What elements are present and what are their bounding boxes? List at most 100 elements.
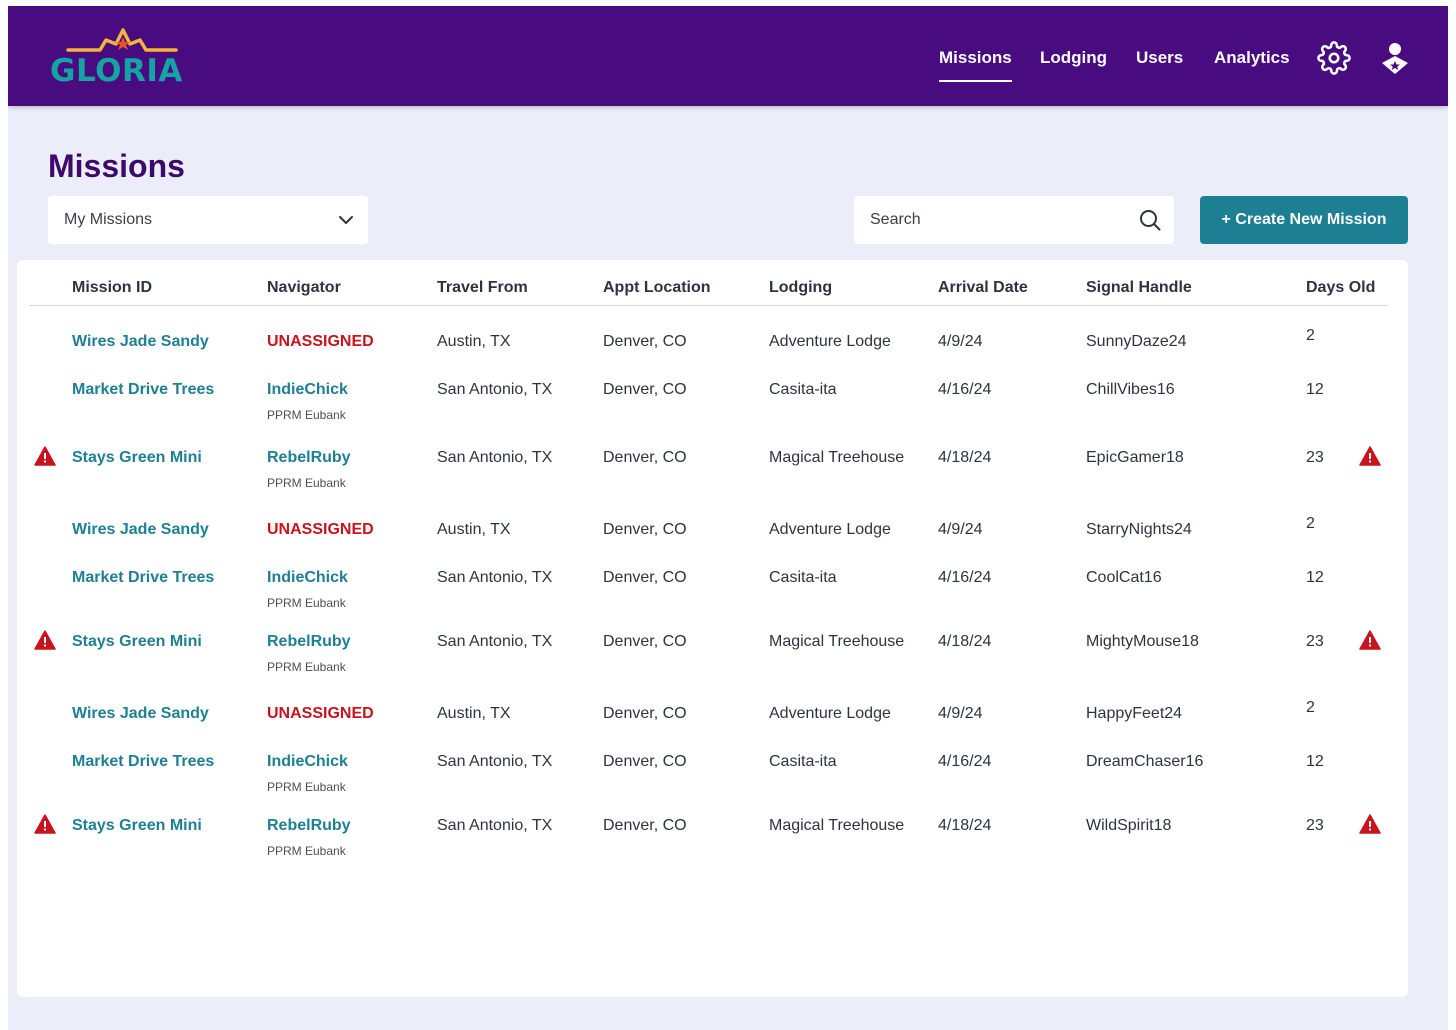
create-new-mission-button[interactable]: + Create New Mission xyxy=(1200,196,1408,244)
missions-table: Mission ID Navigator Travel From Appt Lo… xyxy=(17,260,1408,997)
signal-handle-cell: StarryNights24 xyxy=(1086,521,1192,538)
page-title: Missions xyxy=(48,148,185,184)
nav-users[interactable]: Users xyxy=(1136,48,1184,67)
gear-icon xyxy=(1317,41,1351,75)
crown-icon xyxy=(66,28,178,52)
column-header-lodging[interactable]: Lodging xyxy=(769,279,833,296)
signal-handle-cell: ChillVibes16 xyxy=(1086,381,1175,398)
signal-handle-cell: HappyFeet24 xyxy=(1086,705,1183,722)
mission-id-link[interactable]: Stays Green Mini xyxy=(72,817,202,834)
lodging-cell: Adventure Lodge xyxy=(769,521,891,538)
days-old-cell: 12 xyxy=(1306,569,1324,586)
mission-id-link[interactable]: Market Drive Trees xyxy=(72,753,215,770)
arrival-date-cell: 4/18/24 xyxy=(938,633,992,650)
arrival-date-cell: 4/16/24 xyxy=(938,569,992,586)
mission-id-link[interactable]: Market Drive Trees xyxy=(72,569,215,586)
lodging-cell: Adventure Lodge xyxy=(769,705,891,722)
travel-from-cell: Austin, TX xyxy=(437,705,511,722)
column-header-mission-id[interactable]: Mission ID xyxy=(72,279,153,296)
appt-location-cell: Denver, CO xyxy=(603,381,687,398)
mission-id-link[interactable]: Market Drive Trees xyxy=(72,381,215,398)
arrival-date-cell: 4/16/24 xyxy=(938,753,992,770)
warning-icon xyxy=(1359,814,1381,834)
days-old-cell: 2 xyxy=(1306,699,1315,716)
navigator-cell[interactable]: RebelRuby xyxy=(267,449,351,466)
days-old-cell: 12 xyxy=(1306,381,1324,398)
travel-from-cell: San Antonio, TX xyxy=(437,449,553,466)
column-header-days-old[interactable]: Days Old xyxy=(1306,279,1376,296)
arrival-date-cell: 4/9/24 xyxy=(938,333,983,350)
mission-id-link[interactable]: Wires Jade Sandy xyxy=(72,521,209,538)
travel-from-cell: San Antonio, TX xyxy=(437,633,553,650)
warning-icon xyxy=(34,814,56,834)
navigator-cell: UNASSIGNED xyxy=(267,333,374,350)
warning-icon xyxy=(1359,446,1381,466)
travel-from-cell: San Antonio, TX xyxy=(437,569,553,586)
column-header-arrival-date[interactable]: Arrival Date xyxy=(938,279,1028,296)
arrival-date-cell: 4/9/24 xyxy=(938,705,983,722)
arrival-date-cell: 4/18/24 xyxy=(938,817,992,834)
navigator-cell[interactable]: IndieChick xyxy=(267,753,348,770)
lodging-cell: Casita-ita xyxy=(769,381,837,398)
chevron-down-icon xyxy=(339,216,353,224)
column-header-travel-from[interactable]: Travel From xyxy=(437,279,528,296)
column-header-navigator[interactable]: Navigator xyxy=(267,279,341,296)
mission-id-link[interactable]: Wires Jade Sandy xyxy=(72,705,209,722)
nav-analytics[interactable]: Analytics xyxy=(1214,48,1290,67)
profile-button[interactable] xyxy=(1378,41,1412,75)
appt-location-cell: Denver, CO xyxy=(603,705,687,722)
days-old-cell: 2 xyxy=(1306,327,1315,344)
mission-id-link[interactable]: Wires Jade Sandy xyxy=(72,333,209,350)
days-old-cell: 23 xyxy=(1306,817,1324,834)
nav-missions[interactable]: Missions xyxy=(939,46,1012,82)
nav-lodging[interactable]: Lodging xyxy=(1040,48,1108,67)
lodging-cell: Casita-ita xyxy=(769,569,837,586)
mission-id-link[interactable]: Stays Green Mini xyxy=(72,449,202,466)
appt-location-cell: Denver, CO xyxy=(603,521,687,538)
appt-location-cell: Denver, CO xyxy=(603,753,687,770)
lodging-cell: Magical Treehouse xyxy=(769,449,905,466)
appt-location-cell: Denver, CO xyxy=(603,633,687,650)
arrival-date-cell: 4/16/24 xyxy=(938,381,992,398)
mission-filter-value: My Missions xyxy=(64,211,153,228)
gloria-logo[interactable]: GLORIA xyxy=(48,28,198,90)
navigator-clinic: PPRM Eubank xyxy=(267,596,346,610)
travel-from-cell: Austin, TX xyxy=(437,333,511,350)
navigator-cell[interactable]: RebelRuby xyxy=(267,633,351,650)
signal-handle-cell: EpicGamer18 xyxy=(1086,449,1184,466)
navigator-cell[interactable]: RebelRuby xyxy=(267,817,351,834)
column-header-signal-handle[interactable]: Signal Handle xyxy=(1086,279,1192,296)
mission-id-link[interactable]: Stays Green Mini xyxy=(72,633,202,650)
settings-button[interactable] xyxy=(1317,41,1351,75)
lodging-cell: Magical Treehouse xyxy=(769,633,905,650)
search-box xyxy=(854,196,1174,244)
mission-filter-select[interactable]: My Missions xyxy=(48,196,368,244)
signal-handle-cell: CoolCat16 xyxy=(1086,569,1162,586)
appt-location-cell: Denver, CO xyxy=(603,817,687,834)
navigator-cell: UNASSIGNED xyxy=(267,705,374,722)
navigator-clinic: PPRM Eubank xyxy=(267,660,346,674)
days-old-cell: 23 xyxy=(1306,633,1324,650)
lodging-cell: Magical Treehouse xyxy=(769,817,905,834)
travel-from-cell: San Antonio, TX xyxy=(437,817,553,834)
lodging-cell: Casita-ita xyxy=(769,753,837,770)
header-divider xyxy=(29,305,1388,306)
navigator-clinic: PPRM Eubank xyxy=(267,780,346,794)
days-old-cell: 23 xyxy=(1306,449,1324,466)
days-old-cell: 2 xyxy=(1306,515,1315,532)
navigator-cell[interactable]: IndieChick xyxy=(267,381,348,398)
warning-icon xyxy=(34,630,56,650)
warning-icon xyxy=(34,446,56,466)
navigator-clinic: PPRM Eubank xyxy=(267,844,346,858)
arrival-date-cell: 4/9/24 xyxy=(938,521,983,538)
days-old-cell: 12 xyxy=(1306,753,1324,770)
travel-from-cell: San Antonio, TX xyxy=(437,753,553,770)
search-input[interactable] xyxy=(854,196,1124,244)
warning-icon xyxy=(1359,630,1381,650)
signal-handle-cell: SunnyDaze24 xyxy=(1086,333,1187,350)
user-profile-icon xyxy=(1382,43,1408,74)
navigator-cell[interactable]: IndieChick xyxy=(267,569,348,586)
column-header-appt-location[interactable]: Appt Location xyxy=(603,279,711,296)
search-icon[interactable] xyxy=(1138,208,1162,232)
top-navigation-bar: GLORIA Missions Lodging Users Analytics xyxy=(8,6,1448,106)
